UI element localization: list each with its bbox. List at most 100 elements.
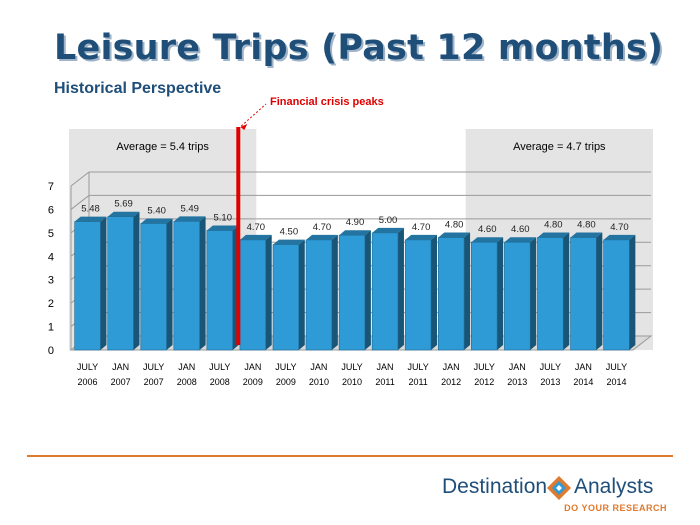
gridline-diagonal	[70, 171, 90, 187]
data-label: 4.60	[478, 224, 497, 235]
x-tick-label-year: 2013	[507, 377, 527, 387]
x-tick-label-period: JAN	[244, 362, 261, 372]
data-label: 4.70	[313, 222, 332, 233]
x-tick-label-period: JAN	[178, 362, 195, 372]
bar-top	[74, 216, 107, 222]
x-tick-label-period: JULY	[209, 362, 230, 372]
x-tick-label-year: 2010	[309, 377, 329, 387]
x-tick-label-year: 2009	[243, 377, 263, 387]
x-tick-label-period: JAN	[575, 362, 592, 372]
bar	[338, 234, 366, 351]
average-label: Average = 5.4 trips	[116, 141, 209, 153]
x-tick-label-year: 2014	[573, 377, 593, 387]
bar-side	[331, 234, 338, 350]
data-label: 5.10	[214, 213, 233, 224]
data-label: 4.60	[511, 224, 530, 235]
bar-side	[298, 239, 305, 350]
y-tick-label: 5	[48, 228, 54, 240]
bar-side	[497, 237, 504, 350]
bar	[272, 244, 300, 351]
x-tick-label-year: 2012	[474, 377, 494, 387]
bar-top	[272, 239, 305, 245]
x-tick-label-year: 2007	[111, 377, 131, 387]
bar-top	[537, 232, 570, 238]
data-label: 4.80	[445, 220, 464, 231]
bar-top	[339, 230, 371, 236]
x-tick-label-year: 2012	[441, 377, 461, 387]
bar	[471, 241, 498, 351]
data-label: 4.90	[346, 217, 365, 228]
x-tick-label-period: JULY	[474, 362, 495, 372]
x-tick-label-period: JULY	[540, 362, 561, 372]
logo-name-left: Destination	[442, 475, 548, 498]
bar-top	[306, 234, 338, 240]
bar-side	[596, 232, 603, 350]
bar-top	[107, 211, 140, 217]
x-tick-label-period: JULY	[341, 362, 362, 372]
bar-side	[265, 234, 272, 350]
bar	[206, 230, 233, 351]
bar-side	[133, 211, 140, 350]
x-tick-label-year: 2008	[177, 377, 197, 387]
bar	[173, 221, 200, 351]
bar-top	[405, 234, 438, 240]
bar	[371, 232, 399, 351]
bar-top	[603, 234, 636, 240]
bar-top	[140, 218, 173, 224]
x-tick-label-year: 2013	[540, 377, 560, 387]
average-label: Average = 4.7 trips	[513, 141, 606, 153]
bar	[504, 241, 531, 351]
slide-subtitle: Historical Perspective	[54, 80, 222, 97]
bar-top	[206, 225, 239, 231]
x-tick-label-period: JULY	[143, 362, 164, 372]
x-tick-label-year: 2014	[606, 377, 626, 387]
y-tick-label: 2	[48, 298, 54, 310]
bar-side	[530, 237, 537, 350]
gridline-diagonal	[70, 195, 90, 210]
x-tick-label-year: 2006	[78, 377, 98, 387]
data-label: 4.70	[247, 222, 266, 233]
diamond-logo-icon	[547, 476, 571, 500]
y-tick-label: 1	[48, 322, 54, 334]
x-tick-label-period: JAN	[112, 362, 129, 372]
bar-top	[239, 234, 272, 240]
data-label: 5.49	[180, 203, 199, 214]
x-tick-label-year: 2008	[210, 377, 230, 387]
x-tick-label-year: 2007	[144, 377, 164, 387]
bar-side	[100, 216, 107, 350]
x-tick-label-period: JULY	[275, 362, 296, 372]
x-tick-label-period: JAN	[509, 362, 526, 372]
bar	[305, 239, 333, 351]
bar-side	[364, 230, 371, 350]
bar	[74, 221, 101, 351]
bar	[437, 237, 465, 351]
data-label: 5.00	[379, 215, 398, 226]
data-label: 4.80	[544, 220, 563, 231]
bar-side	[464, 232, 471, 350]
divider-rule	[27, 455, 673, 457]
x-tick-label-period: JULY	[77, 362, 98, 372]
y-tick-label: 4	[48, 251, 54, 263]
x-tick-label-period: JULY	[407, 362, 428, 372]
y-tick-label: 7	[48, 181, 54, 193]
bar-top	[504, 237, 537, 243]
data-label: 4.50	[280, 227, 299, 238]
x-tick-label-year: 2011	[375, 377, 394, 387]
data-label: 4.70	[610, 222, 629, 233]
data-label: 5.40	[147, 205, 166, 216]
logo-name-right: Analysts	[574, 475, 654, 498]
data-label: 5.48	[81, 204, 100, 215]
data-label: 5.69	[114, 199, 133, 210]
data-label: 4.70	[412, 222, 431, 233]
x-tick-label-period: JAN	[377, 362, 394, 372]
logo-tagline: DO YOUR RESEARCH	[564, 503, 667, 513]
x-tick-label-period: JAN	[443, 362, 460, 372]
y-tick-label: 6	[48, 204, 54, 216]
bar-chart: Average = 5.4 trips Average = 4.7 trips 0 1…	[48, 96, 653, 387]
x-tick-label-period: JULY	[606, 362, 627, 372]
slide-title: Leisure Trips (Past 12 months)	[54, 28, 664, 68]
bar-side	[199, 216, 206, 350]
bar-top	[438, 232, 471, 238]
x-tick-label-year: 2009	[276, 377, 296, 387]
bar	[603, 239, 630, 351]
